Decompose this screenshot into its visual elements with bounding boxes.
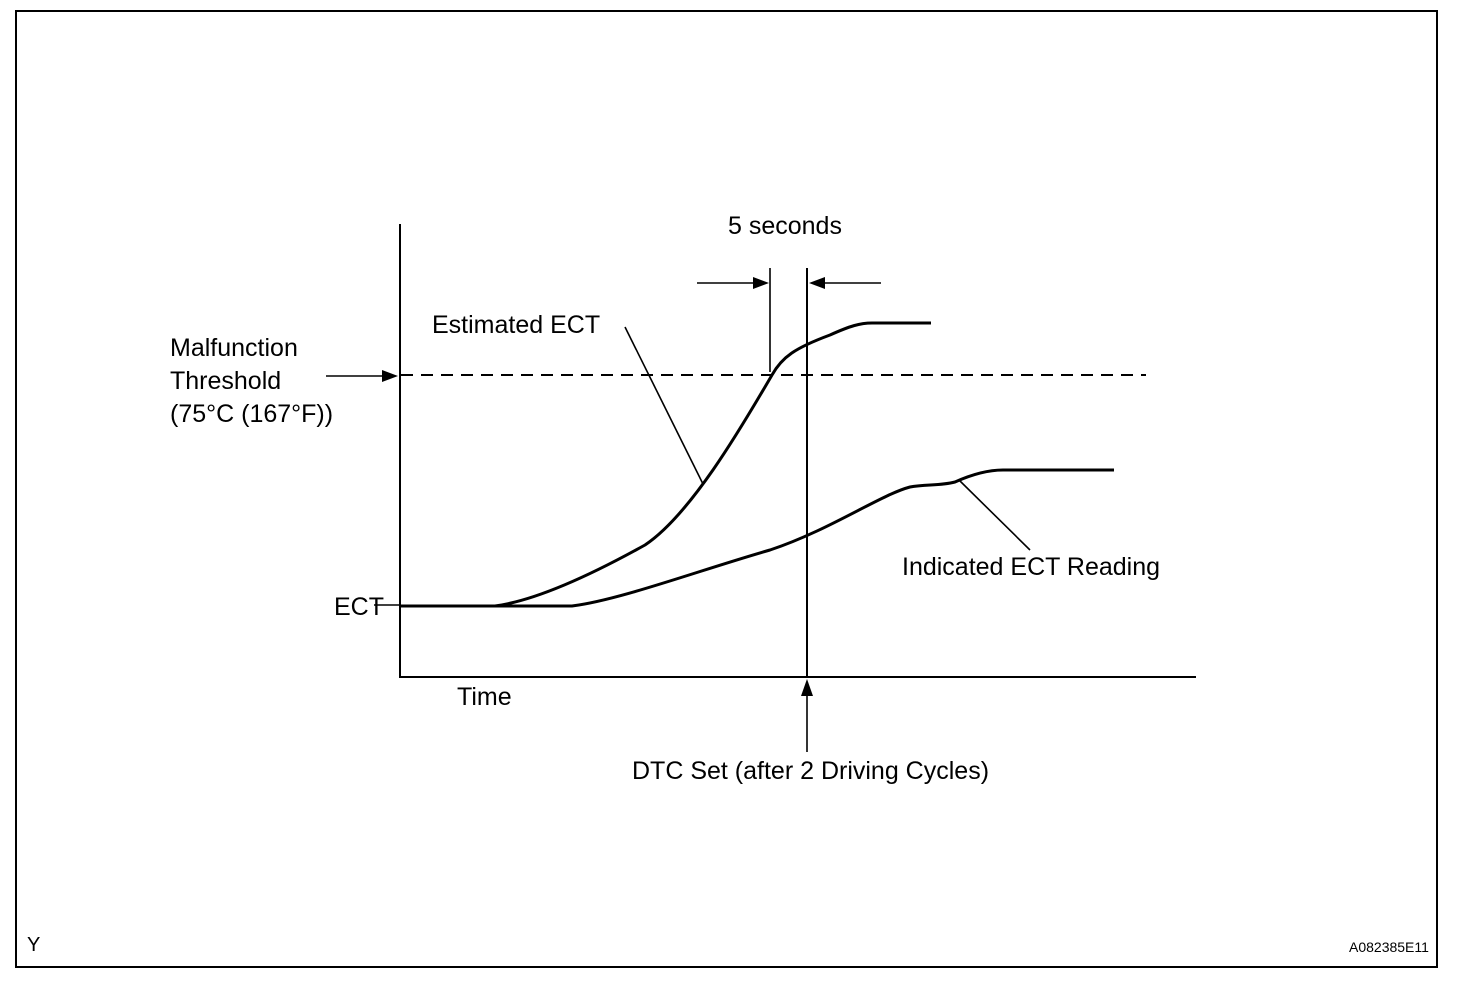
- dtc-set-arrowhead: [801, 679, 813, 696]
- figure-frame: [15, 10, 1438, 968]
- estimated-ect-curve: [400, 321, 931, 608]
- five-seconds-label: 5 seconds: [728, 212, 842, 240]
- threshold-arrowhead: [382, 370, 398, 382]
- time-label: Time: [457, 683, 512, 711]
- threshold-label-line3: (75°C (167°F)): [170, 400, 334, 428]
- figure-code: A082385E11: [1349, 939, 1429, 955]
- corner-left-label: Y: [27, 934, 41, 956]
- indicated-ect-label: Indicated ECT Reading: [902, 553, 1161, 581]
- dtc-set-label: DTC Set (after 2 Driving Cycles): [632, 757, 990, 785]
- indicated-ect-leader: [959, 480, 1031, 551]
- five-seconds-left-arrowhead: [753, 277, 769, 289]
- threshold-label-line1: Malfunction: [170, 334, 298, 362]
- threshold-label-line2: Threshold: [170, 367, 282, 395]
- indicated-ect-curve: [400, 468, 1114, 608]
- ect-label: ECT: [334, 593, 384, 621]
- estimated-ect-leader: [624, 326, 704, 485]
- five-seconds-right-arrowhead: [809, 277, 825, 289]
- estimated-ect-label: Estimated ECT: [432, 311, 601, 339]
